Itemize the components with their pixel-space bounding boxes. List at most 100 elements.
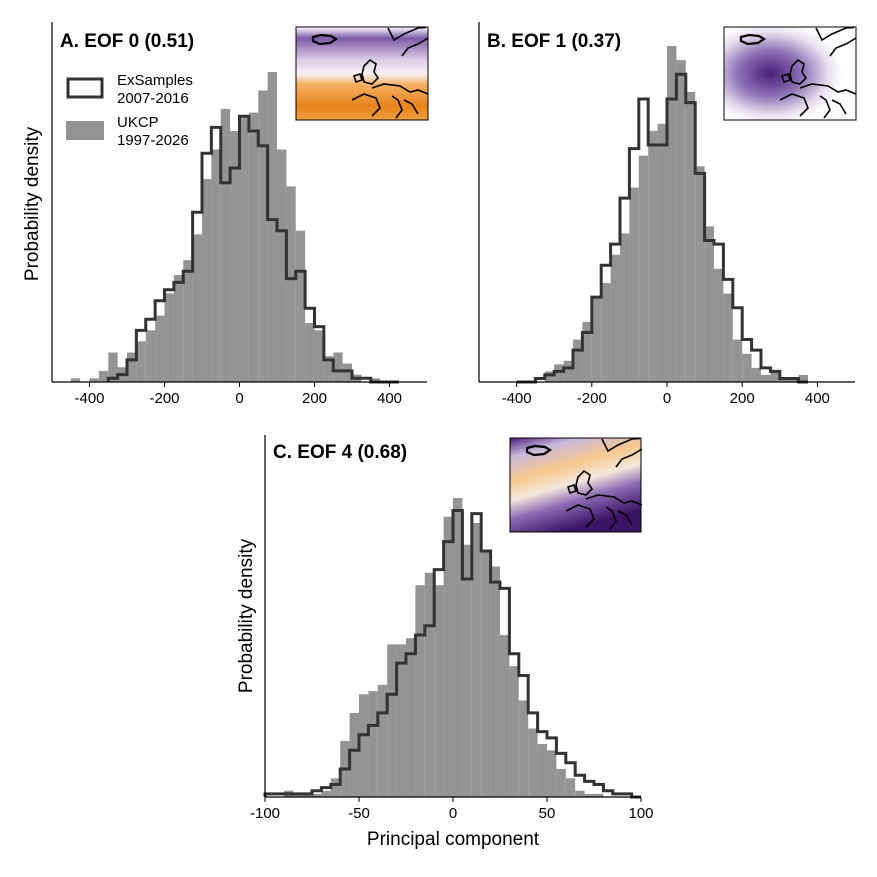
x-tick-label: 0 xyxy=(235,390,243,407)
ukcp-bar xyxy=(424,572,435,797)
ukcp-bar xyxy=(183,260,193,382)
ukcp-bar xyxy=(481,550,491,797)
ukcp-bar xyxy=(471,522,482,797)
ukcp-bar xyxy=(789,378,799,382)
ukcp-bar xyxy=(136,341,146,382)
ukcp-bar xyxy=(415,585,425,797)
ukcp-bar xyxy=(500,635,510,797)
ukcp-bar xyxy=(192,234,202,382)
x-tick-label: 50 xyxy=(539,805,556,822)
ukcp-bar xyxy=(556,768,566,797)
ukcp-bar xyxy=(770,371,780,382)
ukcp-bar xyxy=(239,116,249,383)
ukcp-bar xyxy=(277,149,287,382)
panel-a-map-inset xyxy=(295,26,429,121)
ukcp-bar xyxy=(676,60,686,382)
ukcp-bar xyxy=(406,638,416,797)
ukcp-bar xyxy=(333,352,343,382)
ukcp-bar xyxy=(295,230,306,382)
panel-a-x-ticks: -400 -200 0 200 400 xyxy=(74,382,402,407)
ukcp-bar xyxy=(321,790,331,797)
ukcp-bar xyxy=(145,330,156,382)
ukcp-bar xyxy=(323,356,334,382)
ukcp-bar xyxy=(155,315,165,382)
ukcp-bar xyxy=(314,330,324,382)
panel-c: -100 -50 0 50 100 C. EOF 4 (0.68) Probabilit… xyxy=(236,435,654,850)
ukcp-bar xyxy=(732,339,743,382)
x-tick-label: 0 xyxy=(663,390,671,407)
ukcp-bar xyxy=(108,352,118,382)
ukcp-bar xyxy=(648,130,658,382)
panel-a-y-axis-title: Probability density xyxy=(22,126,43,281)
panel-c-title: C. EOF 4 (0.68) xyxy=(273,442,407,463)
ukcp-bar xyxy=(518,700,529,797)
ukcp-bar xyxy=(610,254,620,382)
panel-c-y-axis-title: Probability density xyxy=(236,538,257,693)
x-tick-label: 200 xyxy=(730,390,755,407)
ukcp-bar xyxy=(230,131,240,382)
ukcp-bar xyxy=(127,352,137,382)
ukcp-bar xyxy=(370,378,381,382)
x-tick-label: -400 xyxy=(502,390,532,407)
legend-exsamples-period: 2007-2016 xyxy=(117,90,189,107)
ukcp-bar xyxy=(490,566,500,797)
panel-b-title: B. EOF 1 (0.37) xyxy=(487,31,621,52)
ukcp-bar xyxy=(286,186,296,382)
ukcp-bar xyxy=(779,378,790,382)
panel-c-map-inset xyxy=(509,437,643,533)
ukcp-bar xyxy=(377,684,388,797)
ukcp-bar xyxy=(547,750,557,797)
x-tick-label: 400 xyxy=(377,390,402,407)
x-tick-label: -200 xyxy=(149,390,179,407)
ukcp-bar xyxy=(330,778,341,797)
ukcp-bar xyxy=(202,179,212,382)
ukcp-bar xyxy=(584,793,594,797)
x-tick-label: -50 xyxy=(348,805,370,822)
ukcp-bar xyxy=(359,694,369,797)
ukcp-bar xyxy=(620,233,630,382)
panel-b-map-inset xyxy=(723,26,857,121)
ukcp-bar xyxy=(601,282,611,382)
ukcp-bar xyxy=(723,293,733,382)
ukcp-bar xyxy=(629,187,639,382)
ukcp-bar xyxy=(638,155,649,382)
legend-ukcp-label: UKCP xyxy=(117,114,159,131)
legend-exsamples-swatch xyxy=(66,77,104,99)
ukcp-bar xyxy=(742,353,752,382)
ukcp-bar xyxy=(537,744,547,797)
ukcp-bar xyxy=(342,363,352,382)
legend-ukcp-period: 1997-2026 xyxy=(117,132,189,149)
ukcp-bar xyxy=(267,72,277,382)
x-tick-label: -200 xyxy=(577,390,607,407)
ukcp-bar xyxy=(761,374,771,382)
panel-c-ukcp-bars xyxy=(283,498,604,797)
ukcp-bar xyxy=(258,90,268,382)
panel-a-exsamples-step xyxy=(106,114,399,384)
panel-c-x-ticks: -100 -50 0 50 100 xyxy=(250,797,654,822)
ukcp-bar xyxy=(312,793,322,797)
ukcp-bar xyxy=(70,378,81,382)
ukcp-bar xyxy=(220,108,231,383)
legend-exsamples-label: ExSamples xyxy=(117,72,193,89)
ukcp-bar xyxy=(594,793,604,797)
ukcp-bar xyxy=(657,123,667,383)
ukcp-bar xyxy=(453,498,463,797)
ukcp-bar xyxy=(751,367,761,382)
ukcp-bar xyxy=(573,339,583,382)
panel-a: -400 -200 0 200 400 A. EOF 0 (0.51) Probabil… xyxy=(22,22,429,407)
x-tick-label: 0 xyxy=(449,805,457,822)
ukcp-bar xyxy=(368,691,378,797)
ukcp-bar xyxy=(695,166,705,382)
ukcp-bar xyxy=(563,360,573,382)
ukcp-bar xyxy=(544,371,555,382)
ukcp-bar xyxy=(528,728,538,797)
ukcp-bar xyxy=(302,793,312,797)
ukcp-bar xyxy=(582,321,592,382)
ukcp-bar xyxy=(248,112,259,382)
ukcp-bar xyxy=(704,226,714,382)
panel-a-title: A. EOF 0 (0.51) xyxy=(60,31,194,52)
legend: ExSamples 2007-2016 UKCP 1997-2026 xyxy=(66,72,193,149)
ukcp-bar xyxy=(305,322,315,382)
ukcp-bar xyxy=(565,778,576,797)
ukcp-bar xyxy=(396,644,406,797)
